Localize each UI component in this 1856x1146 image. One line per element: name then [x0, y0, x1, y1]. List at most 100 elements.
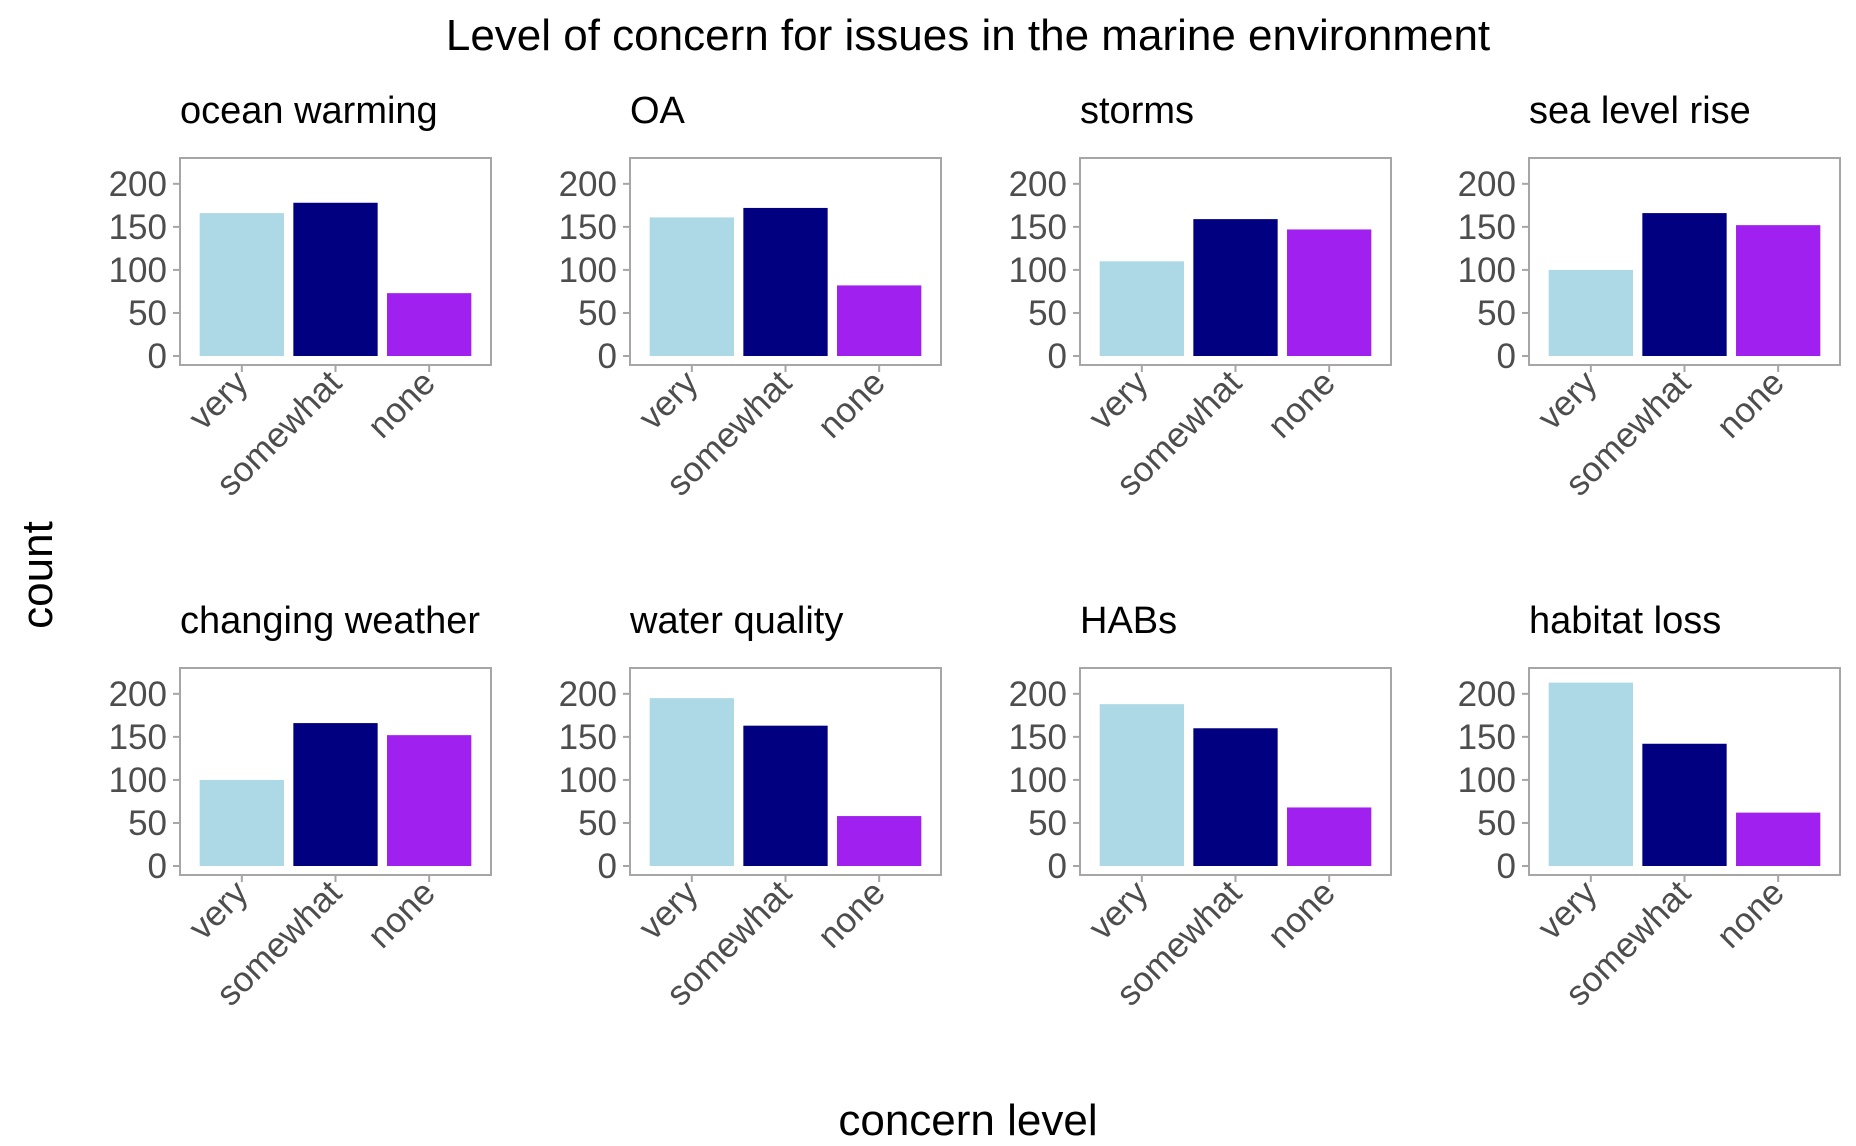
bar-somewhat	[743, 725, 828, 866]
y-tick-label: 200	[1009, 165, 1067, 204]
panel-title-water-quality: water quality	[629, 600, 843, 642]
y-tick-label: 50	[128, 294, 167, 333]
y-tick-label: 0	[1048, 337, 1067, 376]
panel-title-sea-level-rise: sea level rise	[1529, 90, 1751, 132]
y-tick-label: 100	[1009, 761, 1067, 800]
panel-title-oa: OA	[630, 90, 686, 132]
y-tick-label: 100	[559, 761, 617, 800]
x-tick-label-none: none	[810, 363, 893, 446]
x-tick-label-very: very	[631, 363, 706, 438]
x-tick-label-very: very	[1081, 873, 1156, 948]
x-tick-label-very: very	[181, 363, 256, 438]
y-tick-label: 150	[559, 208, 617, 247]
x-tick-label-none: none	[360, 873, 443, 956]
x-tick-label-very: very	[181, 873, 256, 948]
x-tick-label-none: none	[360, 363, 443, 446]
bar-somewhat	[293, 723, 378, 866]
y-tick-label: 50	[1028, 804, 1067, 843]
y-tick-label: 0	[148, 847, 167, 886]
y-tick-label: 200	[1009, 675, 1067, 714]
y-tick-label: 50	[1477, 294, 1516, 333]
panel-title-habs: HABs	[1080, 600, 1177, 642]
x-tick-label-none: none	[1260, 873, 1343, 956]
y-tick-label: 200	[559, 165, 617, 204]
bar-somewhat	[293, 202, 378, 356]
bar-very	[199, 213, 284, 356]
x-tick-label-none: none	[1709, 363, 1792, 446]
bar-very	[649, 217, 734, 356]
bar-somewhat	[1642, 213, 1727, 356]
y-tick-label: 200	[109, 675, 167, 714]
y-tick-label: 150	[109, 718, 167, 757]
y-tick-label: 50	[1477, 804, 1516, 843]
y-tick-label: 0	[598, 337, 617, 376]
y-tick-label: 100	[1009, 251, 1067, 290]
bar-very	[1099, 261, 1184, 356]
bar-none	[1287, 229, 1372, 356]
bar-somewhat	[743, 207, 828, 356]
y-tick-label: 100	[109, 251, 167, 290]
y-tick-label: 150	[559, 718, 617, 757]
x-tick-label-none: none	[810, 873, 893, 956]
x-tick-label-none: none	[1709, 873, 1792, 956]
x-tick-label-very: very	[1530, 873, 1605, 948]
bar-somewhat	[1642, 743, 1727, 866]
y-tick-label: 150	[1458, 718, 1516, 757]
bar-none	[387, 735, 472, 866]
panel-title-storms: storms	[1080, 90, 1194, 132]
bar-very	[1548, 682, 1633, 866]
y-tick-label: 50	[128, 804, 167, 843]
y-tick-label: 50	[578, 294, 617, 333]
chart-title: Level of concern for issues in the marin…	[446, 11, 1490, 60]
y-tick-label: 200	[109, 165, 167, 204]
y-tick-label: 150	[1458, 208, 1516, 247]
y-tick-label: 0	[598, 847, 617, 886]
y-tick-label: 0	[1048, 847, 1067, 886]
y-tick-label: 100	[559, 251, 617, 290]
bar-none	[837, 816, 922, 866]
y-tick-label: 0	[148, 337, 167, 376]
y-tick-label: 0	[1497, 847, 1516, 886]
panel-title-habitat-loss: habitat loss	[1529, 600, 1721, 642]
bar-none	[1736, 225, 1821, 356]
y-tick-label: 150	[1009, 208, 1067, 247]
bar-none	[837, 285, 922, 356]
bar-very	[199, 779, 284, 866]
y-tick-label: 100	[1458, 251, 1516, 290]
x-tick-label-none: none	[1260, 363, 1343, 446]
y-tick-label: 0	[1497, 337, 1516, 376]
bar-very	[1548, 269, 1633, 356]
bar-somewhat	[1193, 728, 1278, 866]
y-tick-label: 150	[109, 208, 167, 247]
y-tick-label: 100	[1458, 761, 1516, 800]
bar-very	[1099, 704, 1184, 866]
y-tick-label: 50	[1028, 294, 1067, 333]
y-tick-label: 200	[1458, 165, 1516, 204]
bar-none	[1287, 807, 1372, 866]
y-tick-label: 200	[1458, 675, 1516, 714]
bar-somewhat	[1193, 219, 1278, 356]
panel-title-ocean-warming: ocean warming	[180, 90, 438, 132]
y-tick-label: 200	[559, 675, 617, 714]
x-tick-label-very: very	[1530, 363, 1605, 438]
x-tick-label-very: very	[631, 873, 706, 948]
panel-changing-weather: changing weather050100150200verysomewhat…	[109, 600, 492, 1013]
y-axis-label: count	[13, 521, 62, 629]
y-tick-label: 100	[109, 761, 167, 800]
bar-very	[649, 698, 734, 866]
x-axis-label: concern level	[838, 1096, 1097, 1145]
bar-none	[1736, 812, 1821, 866]
bar-none	[387, 293, 472, 356]
y-tick-label: 50	[578, 804, 617, 843]
y-tick-label: 150	[1009, 718, 1067, 757]
x-tick-label-very: very	[1081, 363, 1156, 438]
